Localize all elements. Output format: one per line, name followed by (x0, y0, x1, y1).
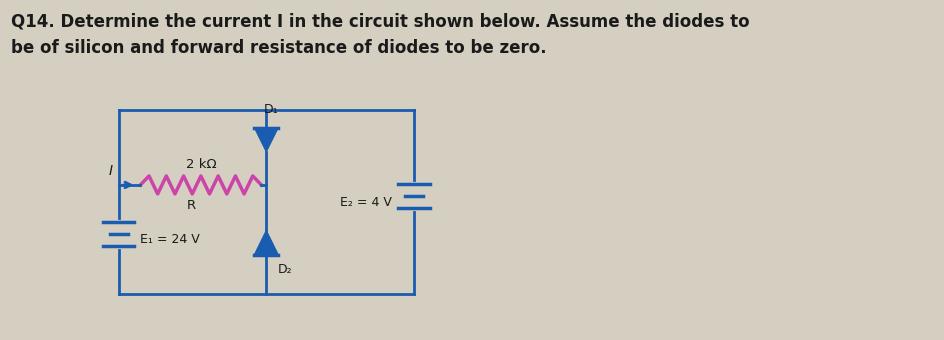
Text: D₂: D₂ (278, 262, 293, 276)
Text: D₁: D₁ (263, 103, 278, 116)
Text: I: I (109, 164, 112, 178)
Text: E₁ = 24 V: E₁ = 24 V (141, 233, 200, 246)
Text: be of silicon and forward resistance of diodes to be zero.: be of silicon and forward resistance of … (10, 38, 546, 56)
Text: E₂ = 4 V: E₂ = 4 V (340, 196, 392, 209)
Polygon shape (254, 128, 278, 152)
Polygon shape (254, 231, 278, 255)
Text: 2 kΩ: 2 kΩ (185, 158, 216, 171)
Text: R: R (186, 199, 195, 212)
Text: Q14. Determine the current I in the circuit shown below. Assume the diodes to: Q14. Determine the current I in the circ… (10, 13, 749, 31)
